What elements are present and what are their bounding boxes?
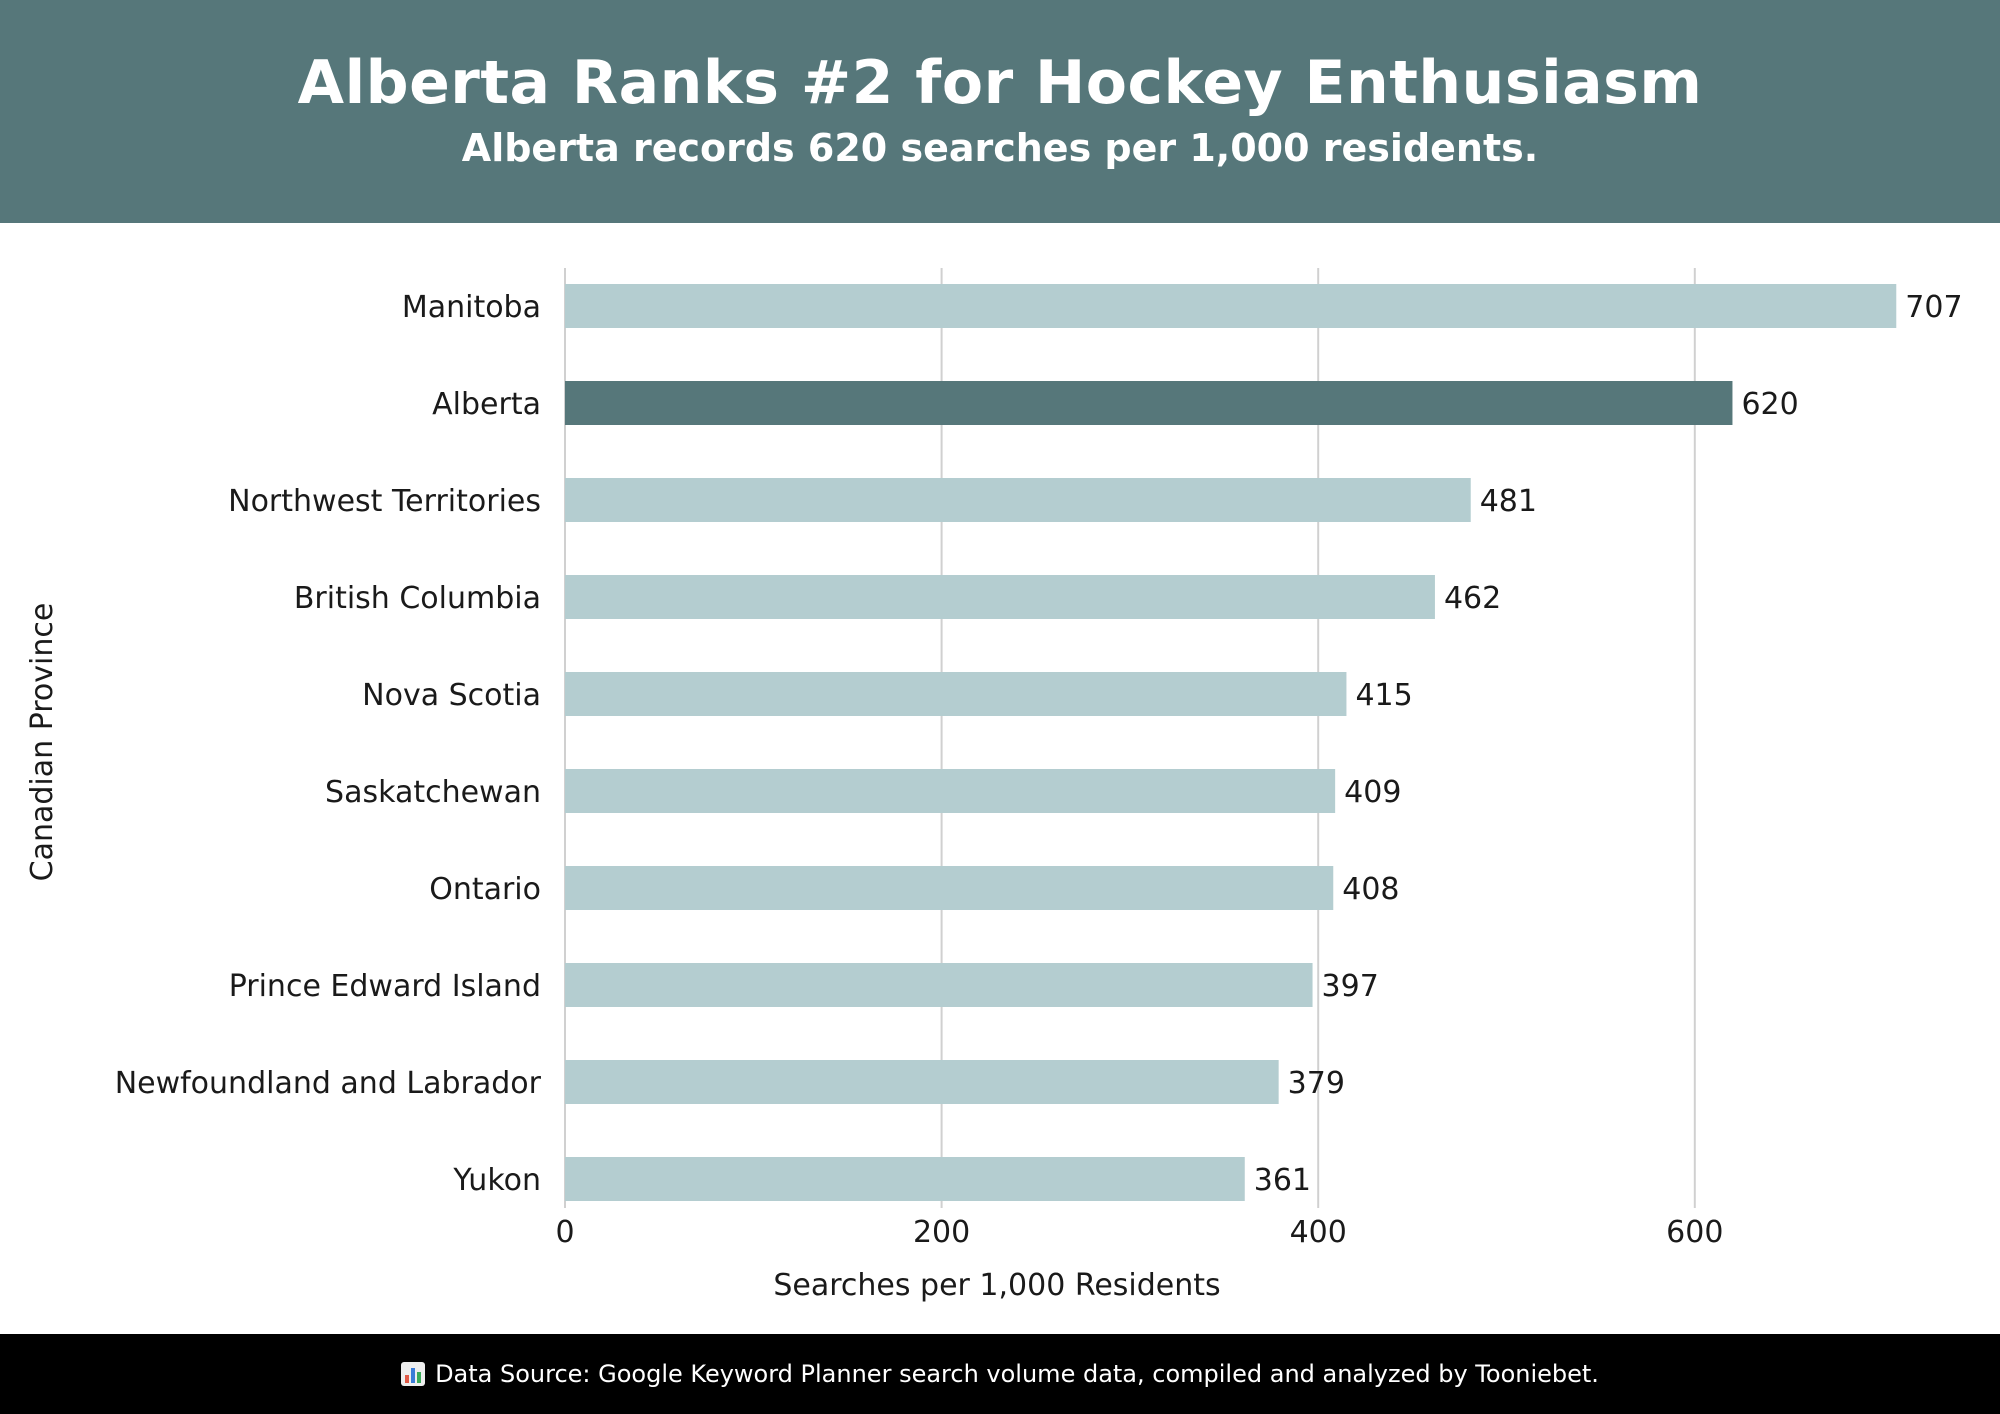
page-title: Alberta Ranks #2 for Hockey Enthusiasm [297, 48, 1703, 118]
bar-chart: Manitoba Alberta Northwest Territories Brit… [25, 268, 1963, 1303]
bar [565, 866, 1334, 910]
category-label: Yukon [452, 1163, 541, 1198]
value-label: 397 [1322, 969, 1379, 1004]
category-label: Newfoundland and Labrador [115, 1066, 542, 1101]
category-label: Prince Edward Island [229, 969, 541, 1004]
bar [565, 1157, 1245, 1201]
category-labels: Manitoba Alberta Northwest Territories Brit… [115, 290, 542, 1198]
category-label: Nova Scotia [362, 678, 541, 713]
header-banner: Alberta Ranks #2 for Hockey Enthusiasm A… [0, 0, 2000, 223]
category-label: Manitoba [402, 290, 541, 325]
value-label: 481 [1480, 484, 1537, 519]
category-label: Ontario [429, 872, 541, 907]
footer-text: Data Source: Google Keyword Planner sear… [435, 1360, 1599, 1388]
category-label: Alberta [432, 387, 541, 422]
category-label: Saskatchewan [325, 775, 541, 810]
value-label: 707 [1905, 290, 1962, 325]
bar [565, 575, 1435, 619]
bar [565, 672, 1347, 716]
value-labels: 707 620 481 462 415 409 408 397 379 361 [1254, 290, 1963, 1198]
value-label: 379 [1288, 1066, 1345, 1101]
bar [565, 478, 1471, 522]
value-label: 408 [1342, 872, 1399, 907]
x-axis-title: Searches per 1,000 Residents [773, 1268, 1220, 1303]
bar [565, 1060, 1279, 1104]
y-axis-title: Canadian Province [25, 603, 60, 882]
value-label: 361 [1254, 1163, 1311, 1198]
x-tick-label: 0 [555, 1215, 574, 1250]
category-label: British Columbia [294, 581, 541, 616]
value-label: 620 [1741, 387, 1798, 422]
x-tick-label: 600 [1666, 1215, 1723, 1250]
bars [565, 284, 1897, 1201]
page-subtitle: Alberta records 620 searches per 1,000 r… [461, 126, 1539, 170]
footer-source: Data Source: Google Keyword Planner sear… [0, 1334, 2000, 1414]
value-label: 409 [1344, 775, 1401, 810]
value-label: 415 [1355, 678, 1412, 713]
bar [565, 381, 1733, 425]
x-tick-label: 400 [1290, 1215, 1347, 1250]
bar [565, 963, 1313, 1007]
bar [565, 769, 1336, 813]
x-tick-label: 200 [913, 1215, 970, 1250]
category-label: Northwest Territories [228, 484, 541, 519]
bar [565, 284, 1897, 328]
x-tick-labels: 0 200 400 600 [555, 1215, 1723, 1250]
value-label: 462 [1444, 581, 1501, 616]
bar-chart-icon [401, 1362, 426, 1386]
